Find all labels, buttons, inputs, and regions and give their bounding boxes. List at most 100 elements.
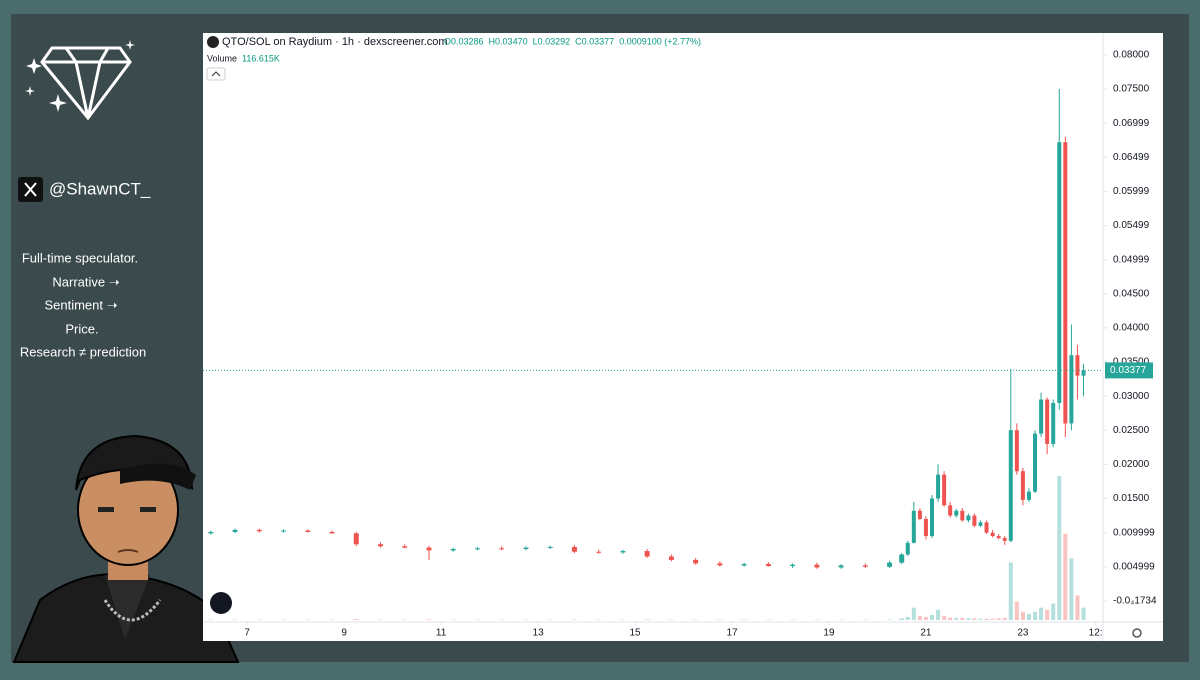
bio-line: Narrative ➝ [52, 274, 119, 289]
y-tick-label: 0.009999 [1113, 527, 1155, 538]
volume-bar [1045, 610, 1049, 620]
volume-bar [954, 618, 958, 620]
volume-bar [972, 618, 976, 620]
readout-value: H0.03470 [489, 36, 528, 46]
token-icon [207, 36, 219, 48]
candle-body [1057, 142, 1061, 403]
x-tick-label: 12: [1089, 628, 1103, 639]
candle-body [1045, 400, 1049, 444]
candle-body [814, 565, 819, 568]
x-tick-label: 19 [823, 628, 835, 639]
x-tick-label: 9 [341, 628, 347, 639]
x-tick-label: 13 [533, 628, 545, 639]
volume-bar [1021, 612, 1025, 620]
candle-body [1051, 403, 1055, 444]
volume-bar [1003, 618, 1007, 620]
candle-body [997, 536, 1001, 538]
candle-body [499, 548, 504, 549]
volume-bar [936, 610, 940, 620]
volume-bar [1082, 608, 1086, 620]
candle-body [426, 548, 431, 551]
candle-body [475, 548, 480, 549]
volume-bar [906, 617, 910, 620]
volume-bar [912, 608, 916, 620]
candle-body [354, 533, 359, 544]
tv-logo [210, 592, 232, 614]
volume-bar [985, 619, 989, 620]
x-tick-label: 21 [920, 628, 932, 639]
y-tick-label: 0.04999 [1113, 254, 1150, 265]
candle-body [912, 511, 916, 543]
candle-body [918, 511, 922, 519]
candle-body [948, 505, 952, 515]
last-price-label: 0.03377 [1110, 365, 1147, 376]
y-tick-label: 0.07500 [1113, 84, 1150, 95]
candle-body [936, 475, 940, 499]
readout-value: C0.03377 [575, 36, 614, 46]
volume-bar [1027, 614, 1031, 620]
volume-bar [1039, 608, 1043, 620]
bio-line: Sentiment ➝ [44, 297, 117, 312]
volume-bar [1033, 612, 1037, 620]
candle-body [1082, 370, 1086, 375]
candle-body [972, 516, 976, 526]
candle-body [1009, 430, 1013, 541]
bio-line: Full-time speculator. [22, 250, 138, 265]
y-tick-label: 0.04000 [1113, 323, 1150, 334]
chart-panel [203, 33, 1163, 641]
x-tick-label: 7 [244, 628, 250, 639]
candle-body [985, 522, 989, 532]
y-tick-label: 0.01500 [1113, 493, 1150, 504]
y-tick-label: 0.004999 [1113, 561, 1155, 572]
candle-body [523, 548, 528, 549]
candle-body [1075, 355, 1079, 375]
candle-body [669, 557, 674, 560]
x-tick-label: 11 [436, 628, 447, 639]
chart-title: QTO/SOL on Raydium · 1h · dexscreener.co… [222, 36, 448, 48]
y-tick-label: 0.05499 [1113, 220, 1150, 231]
readout-value: O0.03286 [444, 36, 484, 46]
volume-bar [1015, 602, 1019, 620]
candle-body [402, 546, 407, 547]
candle-body [572, 547, 577, 552]
candle-body [257, 530, 262, 531]
volume-bar [1057, 476, 1061, 620]
candle-body [790, 565, 795, 566]
volume-label: Volume [207, 53, 237, 63]
volume-bar [924, 617, 928, 620]
candle-body [1063, 142, 1067, 423]
handle: @ShawnCT_ [49, 179, 151, 198]
y-tick-label: 0.02500 [1113, 425, 1150, 436]
candle-body [693, 560, 698, 563]
candle-body [645, 551, 650, 556]
candle-body [281, 531, 286, 532]
volume-bar [918, 616, 922, 620]
collapse-button[interactable] [207, 68, 225, 80]
volume-bar [997, 618, 1001, 620]
x-tick-label: 15 [629, 628, 641, 639]
candle-body [954, 511, 958, 516]
candle-body [378, 544, 383, 546]
volume-bar [942, 616, 946, 620]
volume-bar [991, 619, 995, 620]
candle-body [742, 564, 747, 565]
y-tick-label: 0.04500 [1113, 288, 1150, 299]
candle-body [1003, 538, 1007, 541]
y-tick-label: 0.06499 [1113, 152, 1150, 163]
bio-line: Price. [65, 321, 98, 336]
volume-bar [1069, 558, 1073, 620]
candle-body [1069, 355, 1073, 423]
candle-body [1021, 471, 1025, 500]
candle-body [1027, 492, 1031, 500]
candle-body [991, 533, 995, 536]
candle-body [1015, 430, 1019, 471]
y-tick-label: 0.03000 [1113, 391, 1150, 402]
candle-body [620, 551, 625, 552]
candle-body [978, 522, 982, 525]
volume-bar [966, 618, 970, 620]
candle-body [930, 499, 934, 537]
candle-body [548, 547, 553, 548]
readout-value: L0.03292 [533, 36, 571, 46]
y-tick-label: 0.02000 [1113, 459, 1150, 470]
volume-bar [354, 619, 359, 620]
